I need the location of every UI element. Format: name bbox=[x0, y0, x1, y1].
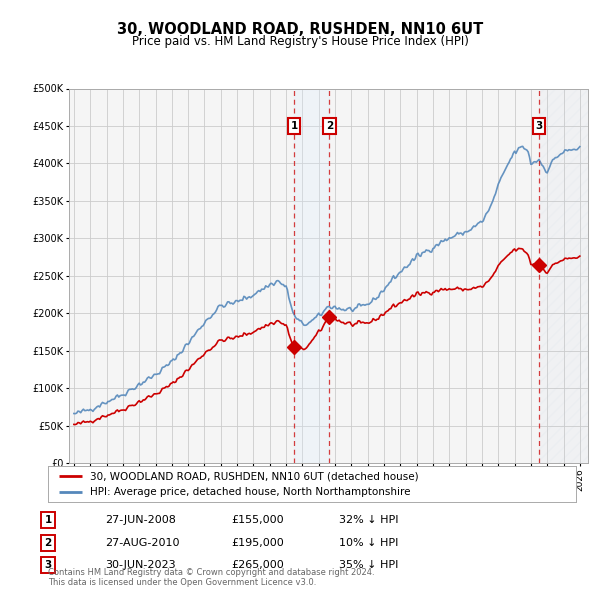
Text: 30, WOODLAND ROAD, RUSHDEN, NN10 6UT: 30, WOODLAND ROAD, RUSHDEN, NN10 6UT bbox=[117, 22, 483, 37]
Text: 2: 2 bbox=[326, 121, 333, 131]
Text: 30-JUN-2023: 30-JUN-2023 bbox=[105, 560, 176, 570]
Text: 3: 3 bbox=[535, 121, 542, 131]
Bar bbox=[294, 88, 329, 463]
Text: 1: 1 bbox=[290, 121, 298, 131]
Text: Price paid vs. HM Land Registry's House Price Index (HPI): Price paid vs. HM Land Registry's House … bbox=[131, 35, 469, 48]
Text: 10% ↓ HPI: 10% ↓ HPI bbox=[339, 538, 398, 548]
Text: £265,000: £265,000 bbox=[231, 560, 284, 570]
Text: £155,000: £155,000 bbox=[231, 516, 284, 525]
Text: 1: 1 bbox=[44, 516, 52, 525]
Text: 35% ↓ HPI: 35% ↓ HPI bbox=[339, 560, 398, 570]
Bar bbox=[539, 88, 588, 463]
Text: 2: 2 bbox=[44, 538, 52, 548]
Text: Contains HM Land Registry data © Crown copyright and database right 2024.
This d: Contains HM Land Registry data © Crown c… bbox=[48, 568, 374, 587]
Text: 27-JUN-2008: 27-JUN-2008 bbox=[105, 516, 176, 525]
Text: HPI: Average price, detached house, North Northamptonshire: HPI: Average price, detached house, Nort… bbox=[90, 487, 411, 497]
Text: 3: 3 bbox=[44, 560, 52, 570]
Text: 30, WOODLAND ROAD, RUSHDEN, NN10 6UT (detached house): 30, WOODLAND ROAD, RUSHDEN, NN10 6UT (de… bbox=[90, 471, 419, 481]
Text: 27-AUG-2010: 27-AUG-2010 bbox=[105, 538, 179, 548]
Text: £195,000: £195,000 bbox=[231, 538, 284, 548]
Text: 32% ↓ HPI: 32% ↓ HPI bbox=[339, 516, 398, 525]
